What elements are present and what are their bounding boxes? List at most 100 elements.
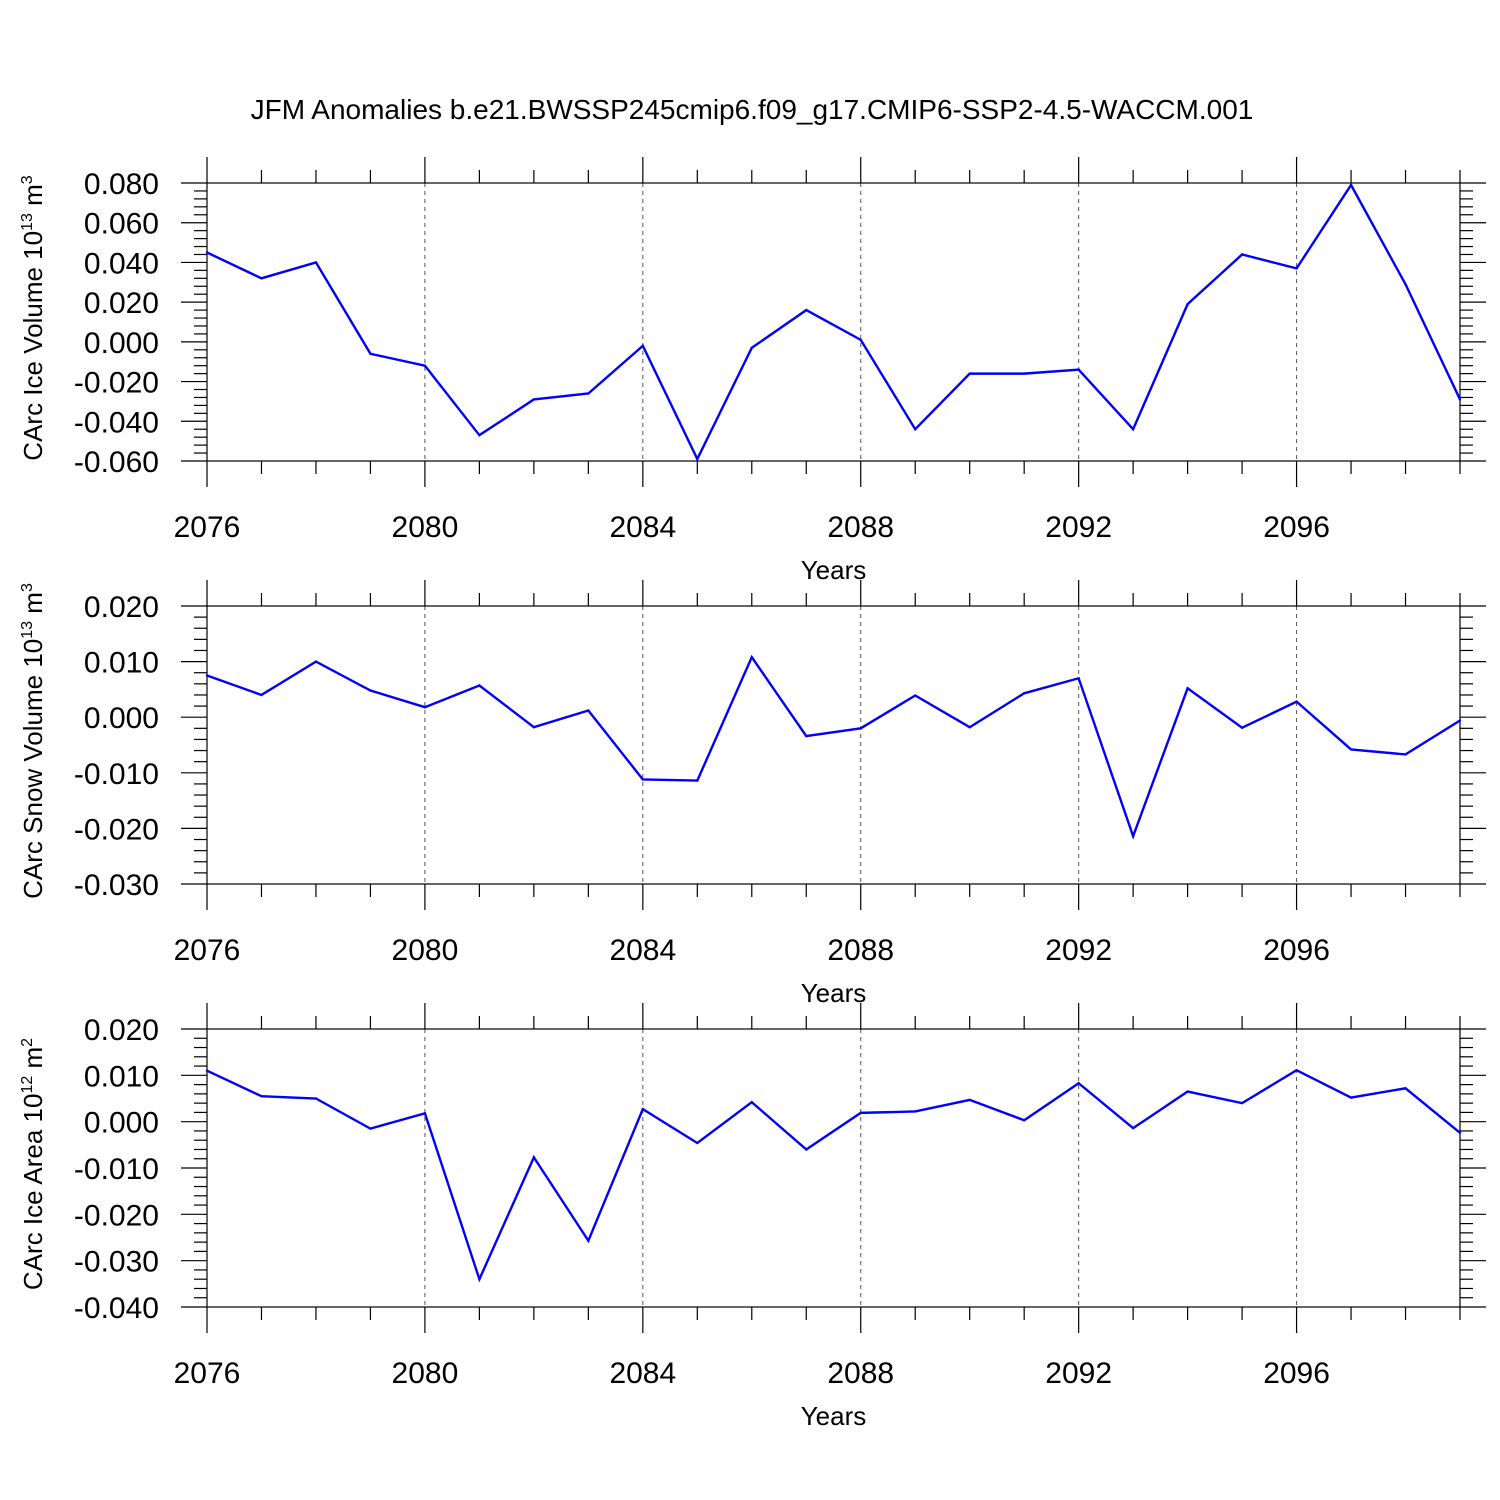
- x-tick-label: 2080: [392, 1357, 459, 1390]
- y-axis-label-exponent: 3: [19, 175, 36, 184]
- data-point: [205, 251, 209, 254]
- x-axis-label: Years: [801, 978, 867, 1008]
- plot-frame: [206, 1028, 1461, 1308]
- y-tick-label: -0.010: [74, 758, 159, 791]
- x-axis-label: Years: [801, 555, 867, 585]
- data-point: [968, 1098, 971, 1102]
- y-tick-label: 0.010: [84, 647, 159, 680]
- data-point: [1349, 1096, 1353, 1099]
- data-point: [532, 1156, 536, 1159]
- y-axis-label: CArc Ice Area 1012 m2: [18, 1038, 48, 1290]
- data-point: [1131, 1126, 1135, 1130]
- data-point: [1131, 834, 1135, 838]
- y-tick-label: -0.020: [74, 1199, 159, 1232]
- x-axis-label: Years: [801, 1401, 867, 1431]
- data-point: [859, 1111, 862, 1115]
- data-point: [478, 684, 481, 687]
- x-tick-label: 2080: [392, 934, 459, 967]
- y-tick-label: -0.010: [74, 1153, 159, 1186]
- chart-panel-3: -0.040 -0.030 -0.020 -0.010 0.000 0.010 0.020 2…: [18, 1003, 1486, 1431]
- data-point: [314, 1097, 318, 1100]
- y-tick-label: -0.040: [74, 1292, 159, 1325]
- data-point: [369, 1127, 372, 1130]
- data-point: [1458, 1131, 1462, 1134]
- data-point: [1077, 1082, 1080, 1085]
- x-tick-label: 2092: [1045, 934, 1112, 967]
- data-point: [968, 372, 971, 375]
- x-tick-label: 2088: [827, 511, 894, 544]
- y-axis-label-exponent: 13: [19, 621, 36, 639]
- data-point: [914, 428, 917, 431]
- data-point: [532, 726, 536, 729]
- y-tick-label: -0.020: [74, 813, 159, 846]
- data-point: [1022, 1119, 1026, 1122]
- y-axis-label-exponent: 3: [19, 583, 36, 592]
- data-point: [1186, 1090, 1189, 1093]
- data-point: [696, 1141, 699, 1145]
- data-point: [1458, 719, 1462, 722]
- data-point: [314, 660, 318, 663]
- y-tick-label: -0.060: [74, 446, 159, 479]
- data-point: [641, 344, 645, 348]
- data-point: [1295, 267, 1298, 270]
- data-point: [1077, 677, 1080, 680]
- data-point: [1404, 283, 1407, 286]
- y-tick-label: 0.000: [84, 1107, 159, 1140]
- data-point: [1240, 726, 1244, 729]
- x-tick-label: 2096: [1263, 1357, 1330, 1390]
- x-tick-label: 2084: [609, 934, 676, 967]
- y-axis-label-text: CArc Ice Area 10: [18, 1094, 48, 1291]
- y-tick-label: 0.080: [84, 168, 159, 201]
- x-tick-label: 2084: [609, 511, 676, 544]
- data-point: [696, 779, 699, 782]
- data-point: [1458, 398, 1462, 401]
- y-tick-label: 0.060: [84, 208, 159, 241]
- series-line: [206, 1068, 1461, 1283]
- y-axis-label: CArc Snow Volume 1013 m3: [18, 583, 48, 899]
- x-tick-label: 2088: [827, 1357, 894, 1390]
- chart-panel-1: -0.060 -0.040 -0.020 0.000 0.020 0.040 0.060 0.…: [18, 157, 1486, 585]
- plot-frame: [206, 605, 1461, 885]
- y-tick-label: -0.020: [74, 367, 159, 400]
- data-point: [859, 727, 862, 730]
- y-axis-label-text: CArc Ice Volume 10: [18, 231, 48, 461]
- data-point: [641, 1107, 645, 1111]
- series-line: [206, 654, 1461, 840]
- chart-panel-2: -0.030 -0.020 -0.010 0.000 0.010 0.020 2076 208…: [18, 580, 1486, 1008]
- plot-frame: [206, 182, 1461, 462]
- data-point: [478, 433, 481, 437]
- x-tick-label: 2096: [1263, 511, 1330, 544]
- data-point: [1240, 1101, 1244, 1105]
- data-point: [260, 277, 263, 280]
- data-point: [1295, 700, 1298, 703]
- data-point: [205, 1069, 209, 1072]
- data-point: [423, 705, 427, 709]
- y-tick-label: 0.000: [84, 327, 159, 360]
- y-tick-label: 0.020: [84, 591, 159, 624]
- figure-title: JFM Anomalies b.e21.BWSSP245cmip6.f09_g1…: [251, 94, 1254, 125]
- data-point: [1022, 372, 1026, 375]
- x-tick-label: 2076: [174, 511, 241, 544]
- y-tick-label: 0.010: [84, 1060, 159, 1093]
- data-point: [1240, 253, 1244, 256]
- x-tick-label: 2096: [1263, 934, 1330, 967]
- data-point: [369, 689, 372, 692]
- y-axis-label-text: m: [18, 1047, 48, 1076]
- data-point: [1077, 368, 1080, 371]
- y-tick-label: 0.020: [84, 1014, 159, 1047]
- x-tick-label: 2084: [609, 1357, 676, 1390]
- data-point: [532, 398, 536, 401]
- data-point: [914, 1110, 917, 1113]
- data-point: [968, 726, 971, 729]
- x-tick-label: 2076: [174, 1357, 241, 1390]
- data-point: [423, 364, 427, 367]
- y-tick-label: -0.040: [74, 406, 159, 439]
- data-point: [1349, 183, 1353, 187]
- data-point: [260, 1094, 263, 1098]
- data-point: [1295, 1069, 1298, 1072]
- y-tick-label: -0.030: [74, 1246, 159, 1279]
- data-point: [1131, 428, 1135, 431]
- series-line: [206, 182, 1462, 462]
- data-point: [805, 1148, 808, 1151]
